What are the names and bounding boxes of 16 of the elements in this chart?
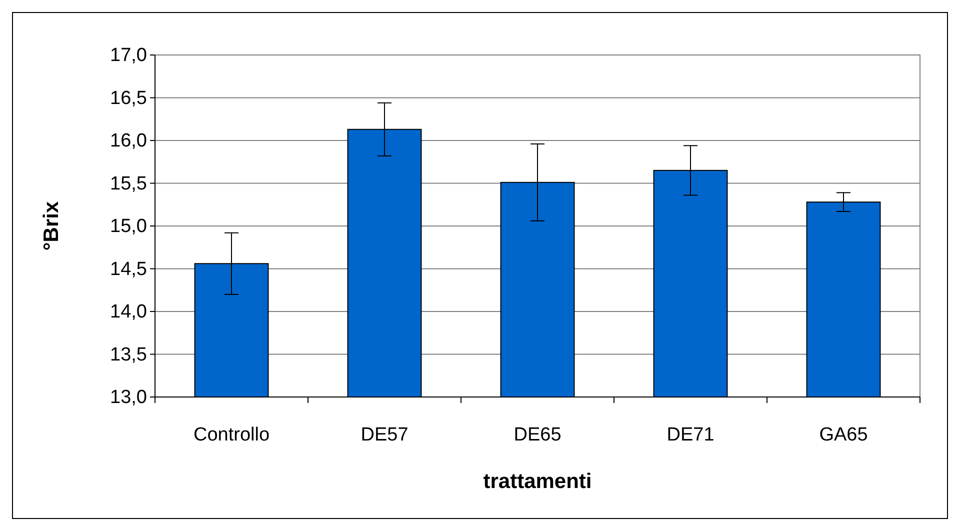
y-tick-label: 14,0 bbox=[110, 302, 147, 323]
x-tick-label: Controllo bbox=[193, 424, 270, 446]
y-tick-label: 15,0 bbox=[110, 216, 147, 238]
x-tick-label: DE65 bbox=[514, 424, 562, 446]
y-tick-label: 17,0 bbox=[110, 45, 147, 66]
y-tick-label: 13,0 bbox=[110, 387, 147, 408]
y-tick-label: 14,5 bbox=[110, 258, 147, 280]
x-tick-label: DE57 bbox=[360, 424, 408, 446]
y-tick-label: 15,5 bbox=[110, 173, 147, 194]
y-tick-label: 16,5 bbox=[110, 88, 147, 109]
y-axis-title: °Brix bbox=[40, 201, 63, 251]
y-tick-label: 13,5 bbox=[110, 344, 147, 366]
x-tick-label: DE71 bbox=[666, 424, 714, 446]
x-tick-label: GA65 bbox=[819, 424, 868, 446]
x-axis-title: trattamenti bbox=[483, 470, 592, 493]
y-tick-label: 16,0 bbox=[110, 130, 147, 152]
